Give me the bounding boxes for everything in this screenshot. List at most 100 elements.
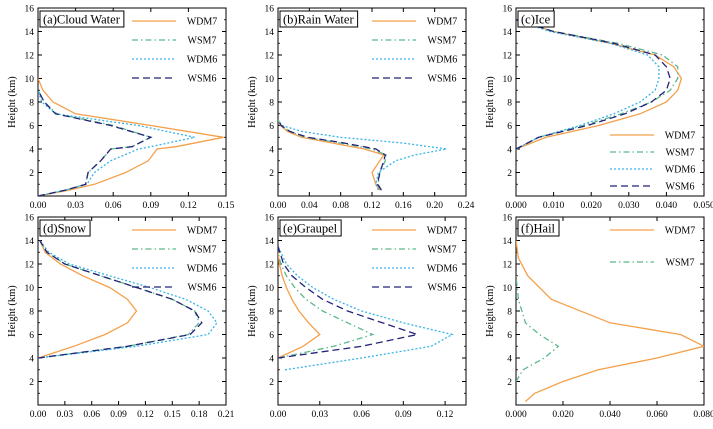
y-tick-label: 2 [507, 169, 512, 179]
x-tick-label: 0.040 [656, 201, 678, 211]
x-tick-label: 0.020 [552, 410, 574, 420]
y-tick-label: 2 [269, 378, 274, 388]
x-tick-label: 0.09 [142, 201, 159, 211]
y-tick-label: 10 [25, 284, 35, 294]
y-tick-label: 16 [265, 214, 275, 224]
y-tick-label: 8 [29, 308, 34, 318]
y-tick-label: 14 [265, 237, 275, 247]
y-tick-label: 6 [507, 331, 512, 341]
series-line-wsm6 [516, 19, 671, 150]
y-tick-label: 8 [507, 308, 512, 318]
x-tick-label: 0.00 [30, 410, 47, 420]
y-tick-label: 6 [29, 331, 34, 341]
x-tick-label: 0.21 [218, 410, 235, 420]
y-tick-label: 4 [29, 146, 34, 156]
panel-title-box [279, 10, 359, 28]
x-tick-label: 0.08 [332, 201, 349, 211]
panel-title: (c)Ice [521, 13, 551, 27]
y-tick-label: 2 [507, 378, 512, 388]
x-tick-label: 0.06 [105, 201, 122, 211]
series-line-wdm6 [38, 240, 218, 359]
legend-label: WDM6 [187, 264, 218, 275]
series-line-wsm6 [278, 246, 420, 359]
y-tick-label: 10 [25, 75, 35, 85]
y-axis-label: Height (km) [7, 285, 18, 337]
series-line-wsm7 [516, 275, 560, 382]
y-tick-label: 10 [503, 284, 513, 294]
y-tick-label: 8 [29, 99, 34, 109]
x-tick-label: 0.06 [83, 410, 100, 420]
x-tick-label: 0.03 [311, 410, 328, 420]
y-tick-label: 2 [29, 169, 34, 179]
y-tick-label: 12 [25, 52, 35, 62]
y-tick-label: 14 [503, 237, 513, 247]
legend-label: WSM6 [428, 283, 457, 294]
legend-label: WDM7 [427, 226, 458, 237]
y-tick-label: 14 [265, 28, 275, 38]
x-tick-label: 0.080 [693, 410, 713, 420]
x-tick-label: 0.020 [581, 201, 603, 211]
y-axis-label: Height (km) [247, 76, 258, 128]
y-tick-label: 4 [507, 146, 512, 156]
x-tick-label: 0.09 [395, 410, 412, 420]
panel-title-box [517, 10, 555, 28]
panel-title-box [39, 10, 125, 28]
panel-title-box [517, 219, 560, 237]
x-tick-label: 0.03 [67, 201, 84, 211]
legend-label: WSM6 [428, 74, 457, 85]
y-tick-label: 4 [269, 355, 274, 365]
panel-title: (b)Rain Water [283, 13, 354, 27]
legend-label: WSM7 [428, 36, 457, 47]
x-tick-label: 0.18 [191, 410, 208, 420]
y-tick-label: 8 [269, 308, 274, 318]
x-tick-label: 0.12 [437, 410, 454, 420]
x-tick-label: 0.12 [180, 201, 197, 211]
series-line-wdm7 [278, 119, 385, 191]
series-line-wsm7 [38, 240, 200, 359]
x-tick-label: 0.00 [30, 201, 47, 211]
series-line-wdm7 [516, 19, 683, 150]
series-line-wsm7 [38, 89, 153, 196]
series-line-wdm7 [38, 78, 224, 196]
y-axis-label: Height (km) [7, 76, 18, 128]
x-tick-label: 0.030 [618, 201, 640, 211]
legend-label: WSM6 [188, 283, 217, 294]
y-tick-label: 12 [503, 261, 513, 271]
legend-label: WSM6 [666, 182, 695, 193]
legend-label: WDM7 [665, 226, 696, 237]
panel-3: 2 4 6 8 10 12 14 16 0.000 0.010 0.020 0.030 0.040 0.0… [485, 5, 713, 212]
panel-2: 2 4 6 8 10 12 14 16 0.00 0.04 0.08 0.12 0.16 0.20 0.24… [247, 5, 475, 212]
y-tick-label: 14 [25, 237, 35, 247]
legend-label: WSM7 [666, 258, 695, 269]
series-line-wdm6 [278, 119, 447, 191]
y-tick-label: 12 [503, 52, 513, 62]
y-tick-label: 16 [25, 214, 35, 224]
x-tick-label: 0.060 [646, 410, 668, 420]
y-tick-label: 4 [269, 146, 274, 156]
series-line-wdm7 [278, 252, 321, 359]
y-tick-label: 16 [503, 214, 513, 224]
y-tick-label: 6 [507, 122, 512, 132]
y-tick-label: 16 [503, 5, 513, 15]
x-tick-label: 0.00 [270, 410, 287, 420]
legend-label: WSM7 [666, 148, 695, 159]
legend-label: WSM7 [188, 36, 217, 47]
y-tick-label: 14 [503, 28, 513, 38]
x-tick-label: 0.20 [426, 201, 443, 211]
panel-6: 2 4 6 8 10 12 14 16 0.000 0.020 0.040 0.060 0.080 Hei… [485, 214, 713, 421]
series-line-wdm6 [516, 19, 660, 150]
x-tick-label: 0.000 [505, 410, 527, 420]
legend-label: WDM6 [427, 264, 458, 275]
x-tick-label: 0.010 [543, 201, 565, 211]
series-line-wsm7 [278, 252, 375, 359]
legend-label: WDM7 [187, 226, 218, 237]
series-line-wsm6 [278, 119, 387, 191]
panel-5: 2 4 6 8 10 12 14 16 0.00 0.03 0.06 0.09 0.12 Height (… [247, 214, 467, 420]
x-tick-label: 0.24 [458, 201, 475, 211]
legend-label: WDM6 [187, 55, 218, 66]
x-tick-label: 0.03 [57, 410, 74, 420]
series-line-wsm7 [516, 19, 679, 150]
x-tick-label: 0.16 [395, 201, 412, 211]
y-tick-label: 16 [25, 5, 35, 15]
y-tick-label: 12 [25, 261, 35, 271]
